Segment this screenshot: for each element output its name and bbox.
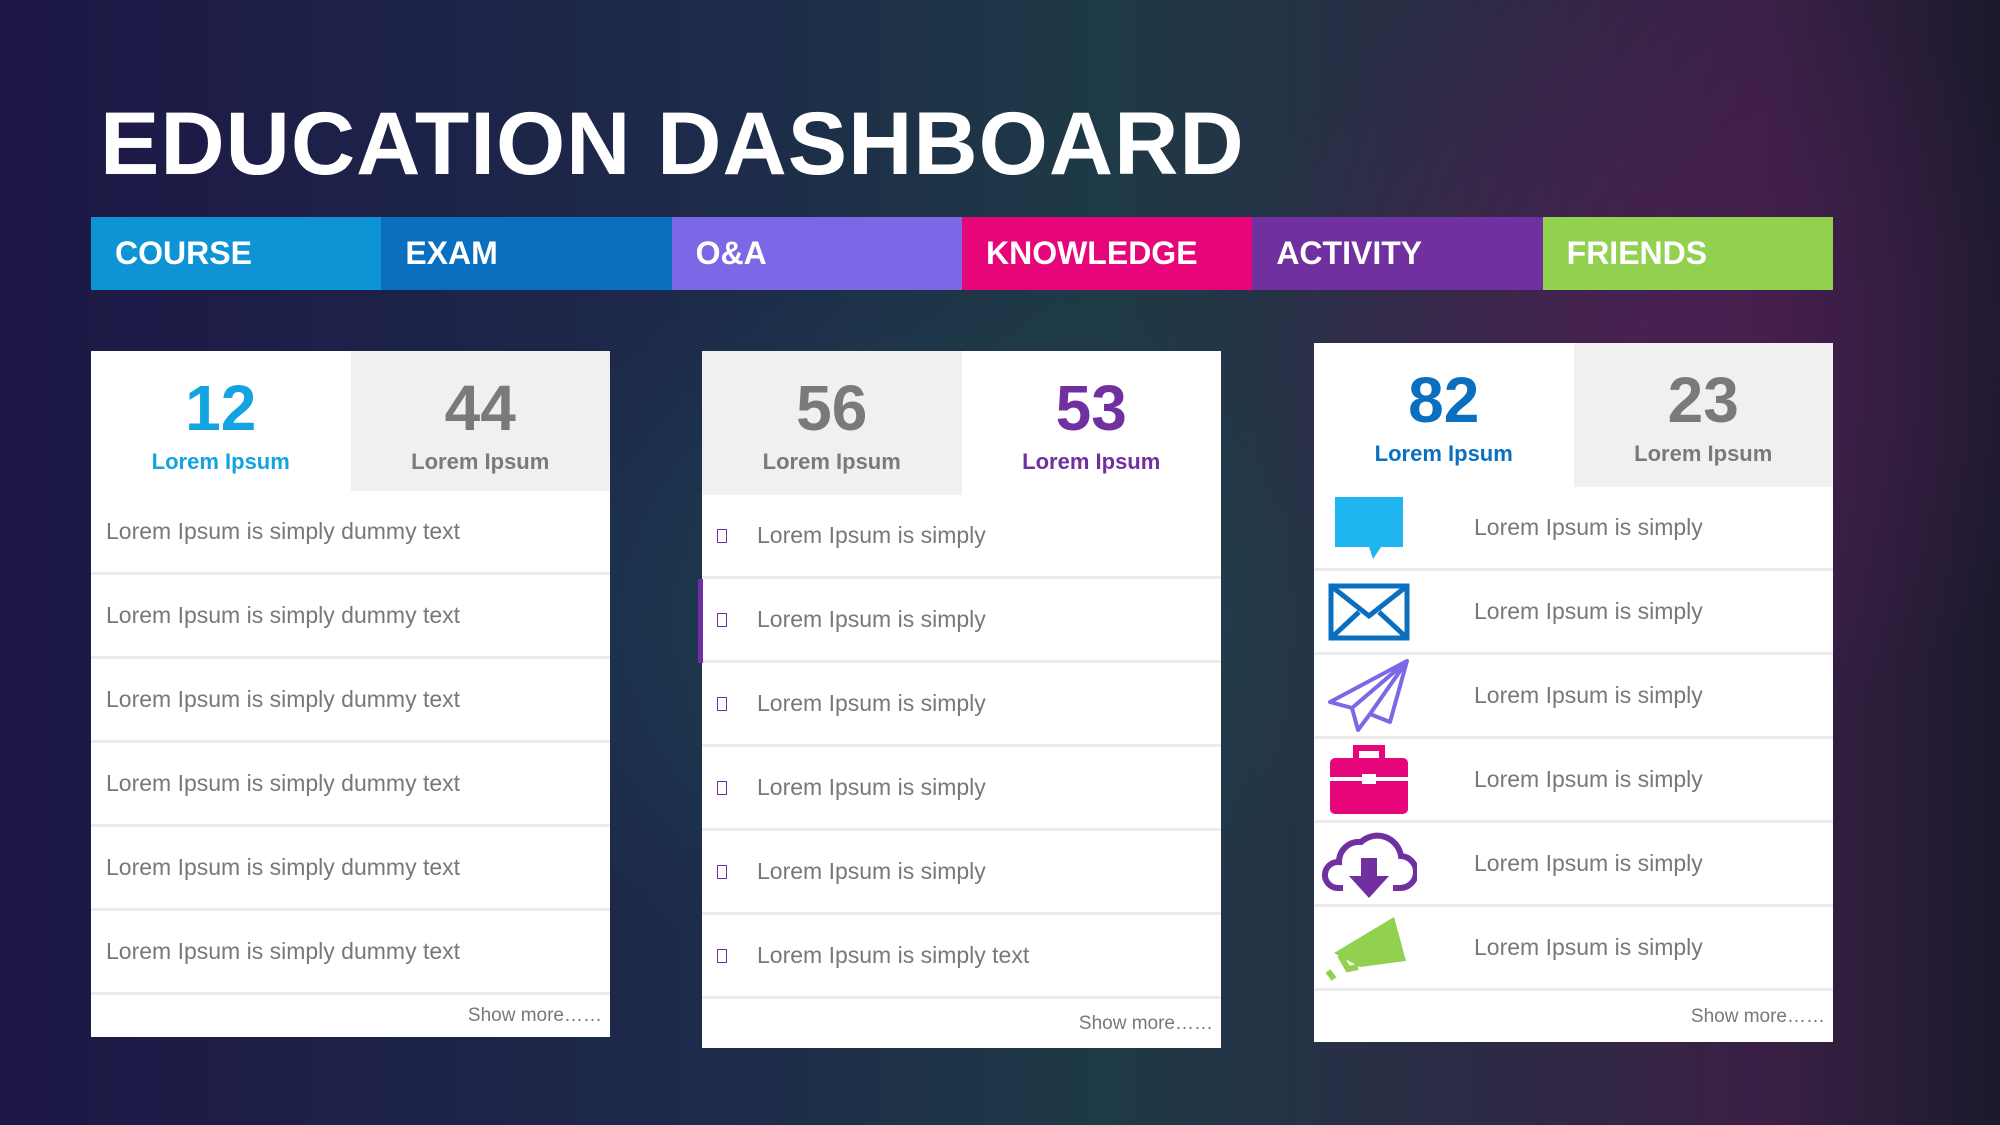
stat-label: Lorem Ipsum [411,449,550,474]
stat-value: 82 [1408,364,1480,436]
panel: 56 Lorem Ipsum 53 Lorem Ipsum Lorem Ipsum is… [698,351,1221,1048]
icon [1314,828,1424,900]
stats: 56 Lorem Ipsum 53 Lorem Ipsum [702,351,1221,495]
list-item[interactable]: Lorem Ipsum is simply [1314,823,1833,907]
stat-value: 53 [1055,372,1127,444]
stat-value: 56 [796,372,868,444]
item-text: Lorem Ipsum is simply [1474,766,1703,792]
list-item[interactable]: Lorem Ipsum is simply [1314,655,1833,739]
show-more[interactable]: Show more…… [467,1005,602,1026]
stat: 82 Lorem Ipsum [1314,343,1574,487]
bullet [717,528,727,543]
item-text: Lorem Ipsum is simply [1474,514,1703,540]
list-item[interactable]: Lorem Ipsum is simply [702,831,1221,915]
item-text: Lorem Ipsum is simply [757,774,986,800]
stat-label: Lorem Ipsum [151,449,290,474]
tab[interactable]: O&A [671,217,962,290]
list-item[interactable]: Lorem Ipsum is simply [1314,487,1833,571]
list-item[interactable]: Lorem Ipsum is simply [702,495,1221,579]
bullet [717,780,727,795]
list-item[interactable]: Lorem Ipsum is simply dummy text [91,827,610,911]
bullet [717,864,727,879]
list-item[interactable]: Lorem Ipsum is simply [702,747,1221,831]
bullet [717,612,727,627]
stat-label: Lorem Ipsum [1374,441,1513,466]
list-item[interactable]: Lorem Ipsum is simply [1314,739,1833,823]
show-more[interactable]: Show more…… [1690,1005,1825,1027]
list-item[interactable]: Lorem Ipsum is simply dummy text [91,659,610,743]
stat: 12 Lorem Ipsum [91,351,351,491]
item-text: Lorem Ipsum is simply dummy text [106,686,461,712]
icon [1314,495,1424,561]
icon [1314,913,1424,983]
stat-label: Lorem Ipsum [1022,449,1161,474]
item-text: Lorem Ipsum is simply dummy text [106,938,461,964]
panel: 82 Lorem Ipsum 23 Lorem Ipsum Lorem Ipsum is… [1314,343,1833,1042]
stat-value: 12 [185,372,257,444]
item-text: Lorem Ipsum is simply dummy text [106,770,461,796]
stat-value: 44 [444,372,516,444]
item-text: Lorem Ipsum is simply [1474,850,1703,876]
title: EDUCATION DASHBOARD [100,93,1245,193]
list-item[interactable]: Lorem Ipsum is simply dummy text [91,491,610,575]
stats: 12 Lorem Ipsum 44 Lorem Ipsum [91,351,610,491]
stat: 56 Lorem Ipsum [702,351,962,495]
item-text: Lorem Ipsum is simply [757,606,986,632]
tab[interactable]: FRIENDS [1542,217,1833,290]
tab[interactable]: KNOWLEDGE [961,217,1253,290]
tab[interactable]: EXAM [381,217,672,290]
stat-value: 23 [1667,364,1739,436]
stats: 82 Lorem Ipsum 23 Lorem Ipsum [1314,343,1833,487]
list-item[interactable]: Lorem Ipsum is simply text [702,915,1221,999]
item-text: Lorem Ipsum is simply dummy text [106,602,461,628]
bullet [717,696,727,711]
tab-bar: COURSE EXAM O&A KNOWLEDGE ACTIVITY FRIENDS [91,217,1833,290]
list-item[interactable]: Lorem Ipsum is simply [698,579,1221,663]
bullet [717,948,727,963]
item-text: Lorem Ipsum is simply [1474,682,1703,708]
highlight-bar [698,579,703,663]
tab[interactable]: ACTIVITY [1252,217,1543,290]
icon [1314,658,1424,734]
list-item[interactable]: Lorem Ipsum is simply dummy text [91,575,610,659]
tab[interactable]: COURSE [91,217,382,290]
stat: 44 Lorem Ipsum [350,351,610,491]
item-text: Lorem Ipsum is simply text [757,942,1030,968]
item-text: Lorem Ipsum is simply [1474,934,1703,960]
item-text: Lorem Ipsum is simply [757,858,986,884]
item-text: Lorem Ipsum is simply [757,690,986,716]
list-item[interactable]: Lorem Ipsum is simply [702,663,1221,747]
list-item[interactable]: Lorem Ipsum is simply [1314,907,1833,991]
stat-label: Lorem Ipsum [762,449,901,474]
item-text: Lorem Ipsum is simply [1474,598,1703,624]
list-item[interactable]: Lorem Ipsum is simply [1314,571,1833,655]
list-item[interactable]: Lorem Ipsum is simply dummy text [91,743,610,827]
item-text: Lorem Ipsum is simply dummy text [106,518,461,544]
show-more[interactable]: Show more…… [1078,1012,1213,1034]
stat: 23 Lorem Ipsum [1573,343,1833,487]
item-text: Lorem Ipsum is simply dummy text [106,854,461,880]
panel: 12 Lorem Ipsum 44 Lorem Ipsum Lorem Ipsum is… [91,351,610,1037]
icon [1314,744,1424,816]
icon [1314,583,1424,641]
list-item[interactable]: Lorem Ipsum is simply dummy text [91,911,610,995]
item-text: Lorem Ipsum is simply [757,522,986,548]
stat-label: Lorem Ipsum [1634,441,1773,466]
stat: 53 Lorem Ipsum [961,351,1221,495]
